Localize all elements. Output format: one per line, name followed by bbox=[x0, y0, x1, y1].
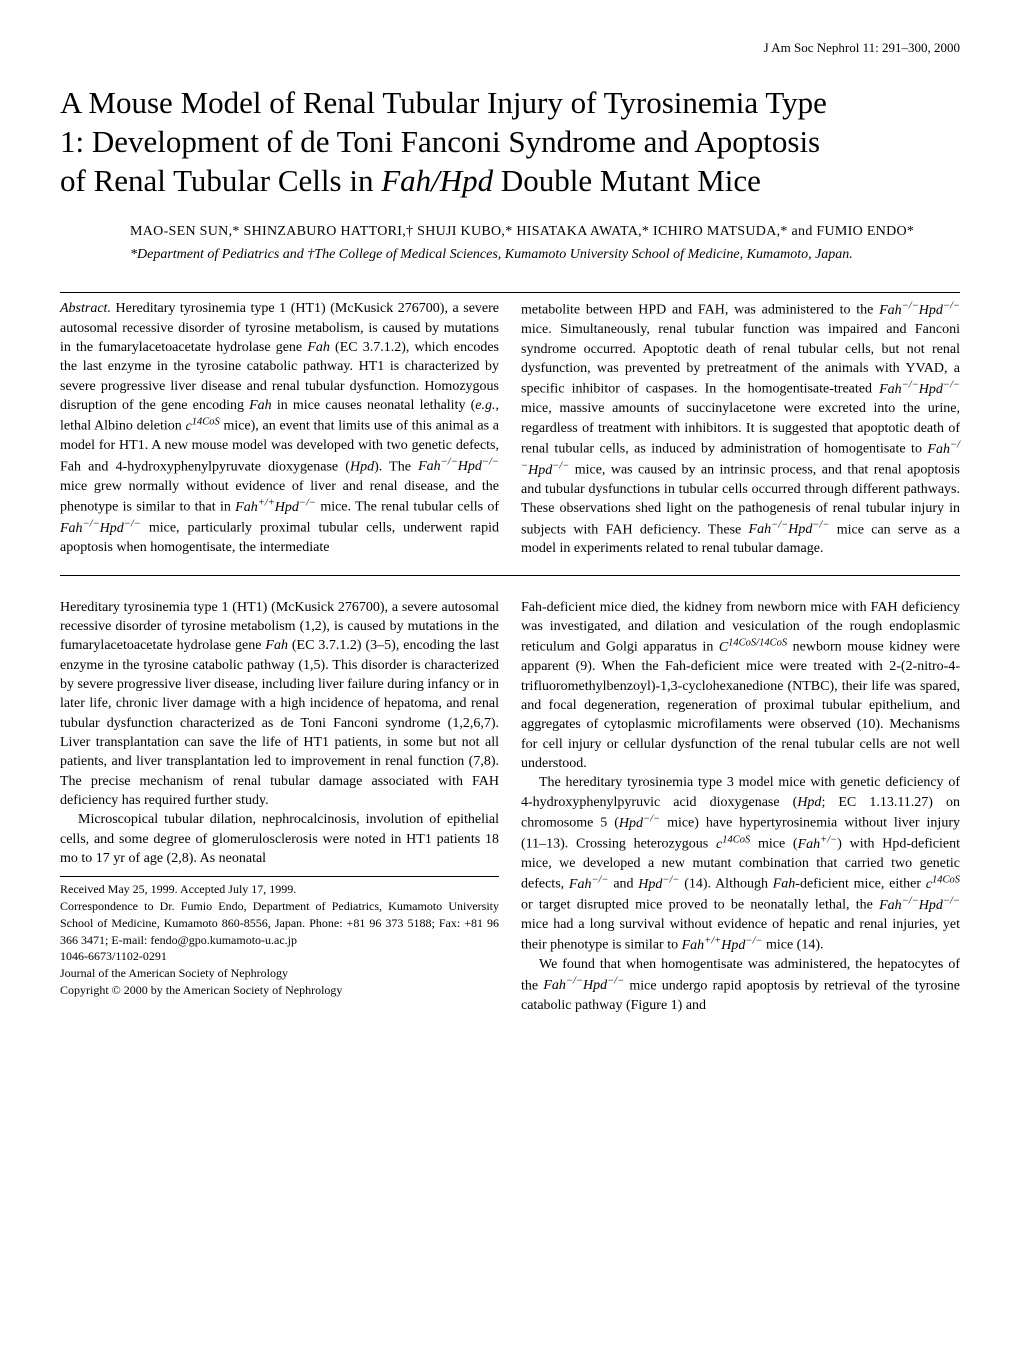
body-right-p3: We found that when homogentisate was adm… bbox=[521, 955, 960, 1015]
abstract-left-text: Hereditary tyrosinemia type 1 (HT1) (McK… bbox=[60, 301, 499, 554]
body-section: Hereditary tyrosinemia type 1 (HT1) (McK… bbox=[60, 598, 960, 1015]
abstract-label: Abstract. bbox=[60, 301, 111, 316]
title-line-3-prefix: of Renal Tubular Cells in bbox=[60, 163, 381, 198]
footer-issn: 1046-6673/1102-0291 bbox=[60, 948, 499, 965]
body-left-p1: Hereditary tyrosinemia type 1 (HT1) (McK… bbox=[60, 598, 499, 810]
article-title: A Mouse Model of Renal Tubular Injury of… bbox=[60, 84, 960, 200]
abstract-column-left: Abstract. Hereditary tyrosinemia type 1 … bbox=[60, 299, 499, 558]
body-column-left: Hereditary tyrosinemia type 1 (HT1) (McK… bbox=[60, 598, 499, 1015]
body-left-p2: Microscopical tubular dilation, nephroca… bbox=[60, 810, 499, 868]
footer-correspondence: Correspondence to Dr. Fumio Endo, Depart… bbox=[60, 898, 499, 948]
title-line-1: A Mouse Model of Renal Tubular Injury of… bbox=[60, 85, 827, 120]
title-line-2: 1: Development of de Toni Fanconi Syndro… bbox=[60, 124, 820, 159]
abstract-section: Abstract. Hereditary tyrosinemia type 1 … bbox=[60, 292, 960, 575]
journal-header: J Am Soc Nephrol 11: 291–300, 2000 bbox=[60, 40, 960, 56]
footer-copyright: Copyright © 2000 by the American Society… bbox=[60, 982, 499, 999]
footer-block: Received May 25, 1999. Accepted July 17,… bbox=[60, 876, 499, 999]
footer-journal: Journal of the American Society of Nephr… bbox=[60, 965, 499, 982]
footer-divider bbox=[60, 876, 499, 877]
title-line-3-italic: Fah/Hpd bbox=[381, 163, 493, 198]
abstract-right-text: metabolite between HPD and FAH, was admi… bbox=[521, 303, 960, 556]
authors-line: MAO-SEN SUN,* SHINZABURO HATTORI,† SHUJI… bbox=[130, 224, 960, 240]
body-column-right: Fah-deficient mice died, the kidney from… bbox=[521, 598, 960, 1015]
footer-received: Received May 25, 1999. Accepted July 17,… bbox=[60, 881, 499, 898]
abstract-column-right: metabolite between HPD and FAH, was admi… bbox=[521, 299, 960, 558]
title-line-3-suffix: Double Mutant Mice bbox=[493, 163, 761, 198]
affiliation-line: *Department of Pediatrics and †The Colle… bbox=[130, 246, 960, 264]
body-right-p2: The hereditary tyrosinemia type 3 model … bbox=[521, 773, 960, 955]
body-right-p1: Fah-deficient mice died, the kidney from… bbox=[521, 598, 960, 773]
